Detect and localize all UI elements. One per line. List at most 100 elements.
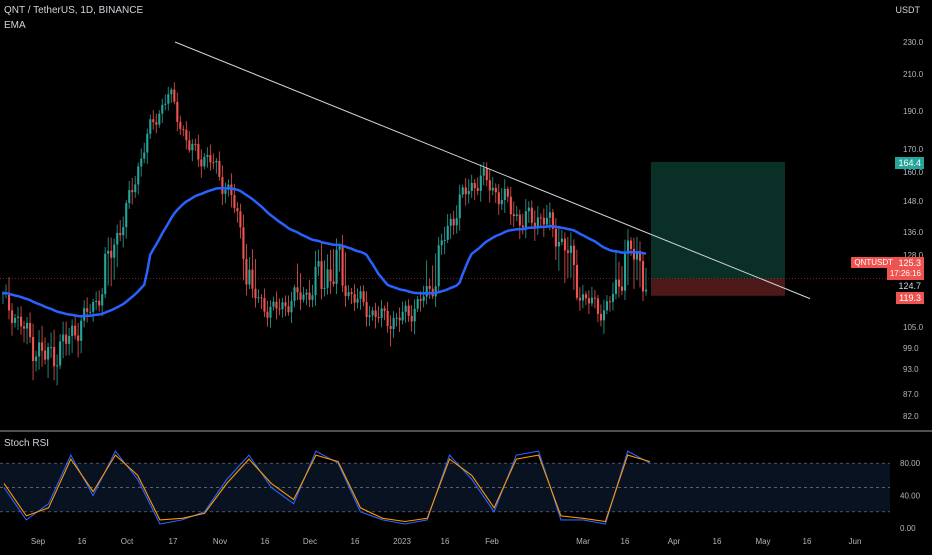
candle-body xyxy=(503,188,506,200)
candle-body xyxy=(32,336,35,362)
y-tick-label: 160.0 xyxy=(903,168,924,177)
candle-body xyxy=(428,286,431,289)
candle-body xyxy=(182,128,185,130)
candle-body xyxy=(344,285,347,297)
loss-zone xyxy=(651,278,785,296)
candle-body xyxy=(299,292,302,300)
candle-body xyxy=(395,317,398,319)
stop-price-tag: 119.3 xyxy=(896,292,924,304)
profit-zone xyxy=(651,161,785,279)
candle-body xyxy=(590,297,594,304)
y-tick-label: 210.0 xyxy=(903,70,924,79)
candle-body xyxy=(26,323,29,329)
y-tick-label: 99.0 xyxy=(903,344,919,353)
candle-body xyxy=(74,325,77,336)
candle-body xyxy=(263,298,266,312)
candle-body xyxy=(59,341,62,366)
candle-body xyxy=(446,225,449,240)
price-axis: 230.0 210.0 190.0 170.0 160.0 148.0 136.0 128.0… xyxy=(903,38,924,421)
candle-body xyxy=(101,294,104,306)
time-axis: Sep 16 Oct 17 Nov 16 Dec 16 2023 16 Feb Mar 16 Apr 16 M… xyxy=(31,537,862,546)
candle-body xyxy=(332,281,335,284)
candle-body xyxy=(215,160,218,163)
candle-body xyxy=(401,311,404,321)
candle-body xyxy=(107,250,110,254)
candle-body xyxy=(557,242,560,247)
candle-body xyxy=(179,121,182,129)
candle-body xyxy=(50,347,53,349)
candle-body xyxy=(407,305,410,316)
y-tick-label: 230.0 xyxy=(903,38,924,47)
x-tick-label: 17 xyxy=(169,537,178,546)
candle-body xyxy=(68,335,71,344)
x-tick-label: 16 xyxy=(78,537,87,546)
candle-body xyxy=(281,302,284,310)
candle-body xyxy=(302,294,305,300)
candle-body xyxy=(422,296,425,301)
symbol-tag: QNTUSDT xyxy=(851,257,896,268)
candle-body xyxy=(449,218,452,226)
candle-body xyxy=(317,261,320,267)
candle-body xyxy=(149,119,152,134)
ema-label: EMA xyxy=(4,20,26,31)
candle-body xyxy=(143,152,146,159)
candle-body xyxy=(575,264,578,298)
candle-body xyxy=(272,301,275,307)
candle-body xyxy=(197,144,200,160)
candle-body xyxy=(338,246,341,250)
candle-body xyxy=(542,217,545,225)
candle-body xyxy=(53,347,56,367)
candle-body xyxy=(104,253,107,295)
candle-body xyxy=(614,279,618,294)
candle-body xyxy=(95,300,98,302)
candle-body xyxy=(71,325,74,336)
candle-body xyxy=(389,326,392,330)
candle-body xyxy=(221,176,224,194)
rsi-tick-label: 80.00 xyxy=(900,459,921,468)
x-tick-label: Mar xyxy=(576,537,590,546)
candle-body xyxy=(386,310,389,327)
candle-body xyxy=(626,240,630,254)
candle-body xyxy=(374,310,377,318)
rsi-d-line xyxy=(3,454,651,523)
candle-body xyxy=(56,365,59,367)
x-tick-label: Dec xyxy=(303,537,317,546)
candle-body xyxy=(185,129,188,141)
candle-body xyxy=(488,180,491,191)
candle-body xyxy=(269,306,272,318)
candle-body xyxy=(113,244,116,258)
trendline xyxy=(174,41,811,300)
candle-body xyxy=(17,316,20,318)
candle-body xyxy=(383,308,386,311)
candle-body xyxy=(89,311,92,313)
position-zones xyxy=(0,161,890,296)
candle-body xyxy=(536,217,539,228)
candle-body xyxy=(326,269,329,288)
candle-body xyxy=(152,119,155,123)
currency-label: USDT xyxy=(895,5,921,15)
candle-body xyxy=(170,89,173,95)
x-tick-label: 16 xyxy=(621,537,630,546)
candle-body xyxy=(128,190,131,204)
candle-body xyxy=(329,269,332,282)
candle-body xyxy=(314,266,317,296)
stoch-rsi-label: Stoch RSI xyxy=(4,438,50,449)
y-tick-label: 105.0 xyxy=(903,323,924,332)
candle-body xyxy=(473,182,476,189)
candle-body xyxy=(512,214,515,217)
target-price-tag: 164.4 xyxy=(895,157,924,169)
x-tick-label: 2023 xyxy=(393,537,411,546)
candle-body xyxy=(518,214,521,226)
candle-body xyxy=(116,232,119,245)
candle-body xyxy=(266,311,269,318)
candle-body xyxy=(233,195,236,209)
candle-body xyxy=(467,191,470,195)
candle-body xyxy=(629,240,633,249)
y-tick-label: 93.0 xyxy=(903,365,919,374)
candle-body xyxy=(308,292,311,300)
x-tick-label: Sep xyxy=(31,537,46,546)
candle-body xyxy=(131,190,134,193)
candle-body xyxy=(353,294,356,303)
